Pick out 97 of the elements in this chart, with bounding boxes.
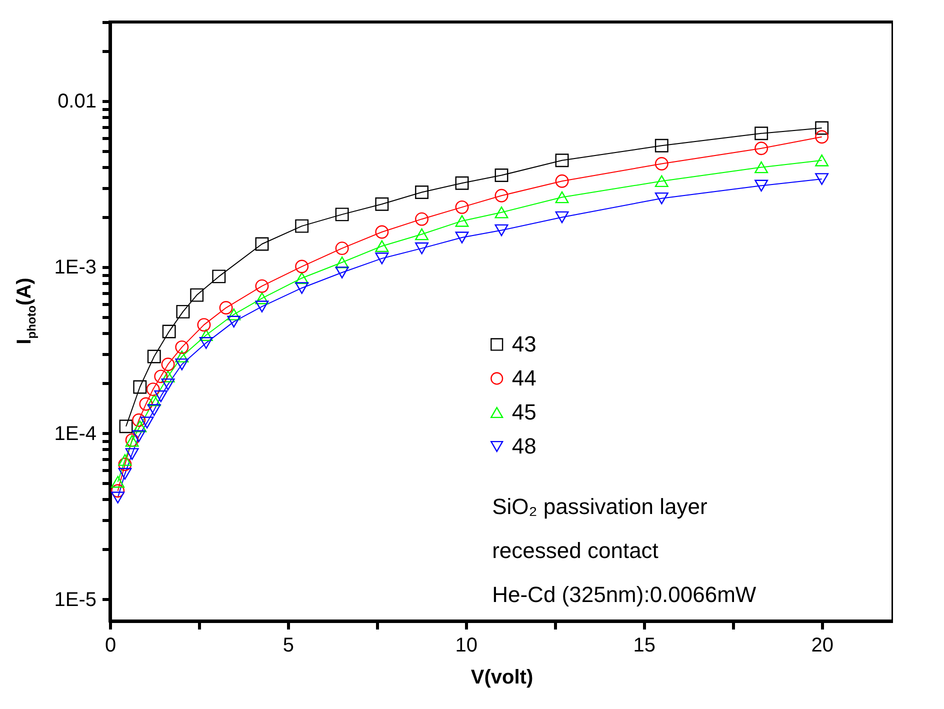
- point: [111, 476, 125, 488]
- point: [139, 397, 153, 411]
- point: [227, 308, 241, 320]
- point: [295, 260, 309, 274]
- point: [754, 180, 768, 192]
- point: [295, 272, 309, 284]
- y-tick-label: 1E-5: [54, 588, 96, 611]
- point: [494, 224, 508, 236]
- point: [494, 188, 508, 202]
- point: [118, 468, 132, 480]
- point: [335, 208, 349, 222]
- point: [455, 200, 469, 214]
- annotation: SiO₂ passivation layer: [492, 494, 708, 520]
- point: [111, 492, 125, 504]
- point: [147, 404, 161, 416]
- point: [219, 301, 233, 314]
- point: [175, 358, 189, 370]
- point: [815, 130, 829, 144]
- point: [335, 256, 349, 268]
- point: [494, 206, 508, 218]
- point: [654, 157, 668, 170]
- point: [161, 370, 175, 382]
- point: [555, 191, 569, 204]
- point: [415, 242, 428, 254]
- point: [754, 161, 768, 174]
- point: [154, 370, 168, 384]
- point: [815, 173, 829, 185]
- point: [494, 168, 508, 182]
- point: [654, 175, 668, 188]
- point: [455, 215, 469, 227]
- point: [147, 350, 161, 364]
- y-tick-label: 0.01: [58, 90, 96, 113]
- x-tick-label: 0: [104, 634, 116, 656]
- annotation: He-Cd (325nm):0.0066mW: [492, 582, 756, 608]
- point: [255, 237, 269, 251]
- point: [176, 304, 190, 318]
- point: [295, 219, 309, 233]
- point: [146, 382, 160, 396]
- point: [199, 329, 213, 342]
- legend-label: 43: [512, 331, 536, 356]
- point: [118, 458, 132, 472]
- point: [119, 420, 133, 434]
- point: [375, 225, 389, 239]
- point: [754, 126, 768, 140]
- legend-label: 44: [512, 365, 536, 390]
- point: [140, 416, 154, 428]
- x-axis-title: V(volt): [470, 666, 534, 688]
- x-tick-label: 10: [455, 634, 478, 656]
- point: [455, 232, 469, 244]
- point: [133, 380, 147, 394]
- point: [154, 390, 168, 402]
- point: [375, 240, 389, 252]
- point: [111, 484, 125, 498]
- point: [175, 350, 189, 362]
- point: [555, 154, 569, 168]
- point: [132, 413, 146, 427]
- point: [555, 174, 569, 188]
- point: [197, 318, 211, 332]
- point: [175, 340, 189, 354]
- point: [375, 197, 389, 211]
- point: [161, 378, 175, 390]
- y-tick-label: 1E-3: [54, 256, 96, 279]
- point: [199, 337, 213, 349]
- point: [161, 358, 175, 372]
- point: [555, 211, 569, 224]
- point: [147, 394, 161, 406]
- point: [190, 288, 204, 302]
- point: [255, 292, 269, 304]
- point: [133, 420, 147, 432]
- point: [132, 430, 146, 442]
- point: [335, 242, 349, 256]
- y-tick-label: 1E-4: [54, 422, 96, 445]
- point: [295, 282, 309, 294]
- x-tick-label: 5: [282, 634, 294, 656]
- point: [227, 316, 241, 328]
- annotation: recessed contact: [492, 538, 658, 564]
- x-tick-label: 15: [633, 634, 656, 656]
- point: [415, 186, 428, 199]
- point: [754, 142, 768, 156]
- point: [455, 176, 469, 190]
- point: [654, 138, 668, 152]
- point: [162, 324, 176, 338]
- point: [415, 228, 428, 240]
- point: [375, 252, 389, 264]
- legend-label: 48: [512, 433, 536, 458]
- point: [255, 279, 269, 293]
- point: [335, 266, 349, 278]
- point: [255, 300, 269, 312]
- point: [815, 154, 829, 166]
- legend-label: 45: [512, 399, 536, 424]
- point: [212, 270, 226, 284]
- point: [125, 448, 139, 460]
- point: [654, 192, 668, 204]
- x-tick-label: 20: [811, 634, 834, 656]
- point: [415, 212, 428, 226]
- point: [815, 121, 829, 135]
- point: [118, 454, 132, 466]
